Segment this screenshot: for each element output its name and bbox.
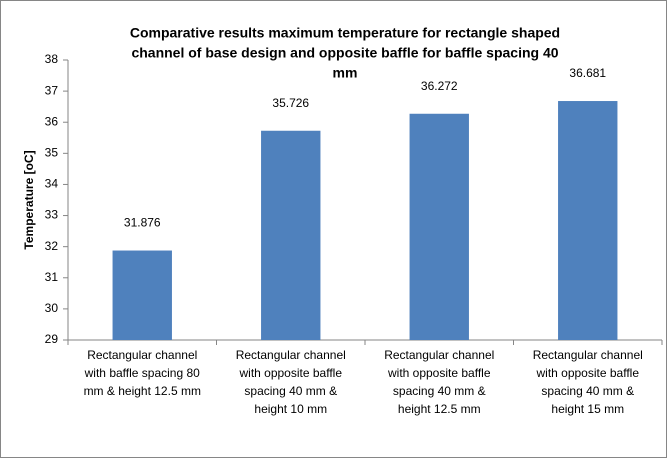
chart-title: channel of base design and opposite baff… <box>131 45 558 61</box>
bar <box>409 113 469 340</box>
bar <box>261 130 321 340</box>
x-tick-label: height 10 mm <box>254 402 327 416</box>
y-tick-label: 37 <box>45 83 59 97</box>
y-tick-label: 30 <box>45 301 59 315</box>
x-tick-label: with opposite baffle <box>535 366 639 380</box>
data-label: 35.726 <box>272 96 309 110</box>
y-tick-label: 32 <box>45 239 59 253</box>
y-tick-label: 29 <box>45 332 59 346</box>
x-tick-label: with opposite baffle <box>387 366 491 380</box>
chart-title: Comparative results maximum temperature … <box>130 25 560 41</box>
data-label: 36.272 <box>421 79 458 93</box>
y-tick-label: 34 <box>45 177 59 191</box>
x-tick-label: spacing 40 mm & <box>541 384 634 398</box>
x-tick-label: spacing 40 mm & <box>393 384 486 398</box>
chart-title: mm <box>333 65 358 81</box>
y-tick-label: 38 <box>45 52 59 66</box>
y-tick-label: 31 <box>45 270 59 284</box>
x-tick-label: Rectangular channel <box>384 348 494 362</box>
bar <box>112 250 172 340</box>
y-tick-label: 33 <box>45 208 59 222</box>
x-tick-label: spacing 40 mm & <box>244 384 337 398</box>
x-tick-label: mm & height 12.5 mm <box>84 384 201 398</box>
data-label: 31.876 <box>124 216 161 230</box>
x-tick-label: Rectangular channel <box>87 348 197 362</box>
x-tick-label: Rectangular channel <box>533 348 643 362</box>
x-tick-label: height 15 mm <box>551 402 624 416</box>
y-tick-label: 36 <box>45 114 59 128</box>
bar <box>558 101 618 340</box>
data-label: 36.681 <box>569 66 606 80</box>
x-tick-label: height 12.5 mm <box>398 402 481 416</box>
x-tick-label: with opposite baffle <box>238 366 342 380</box>
x-tick-label: with baffle spacing 80 <box>84 366 201 380</box>
x-tick-label: Rectangular channel <box>236 348 346 362</box>
y-tick-label: 35 <box>45 146 59 160</box>
y-axis-label: Temperature [oC] <box>22 150 36 249</box>
